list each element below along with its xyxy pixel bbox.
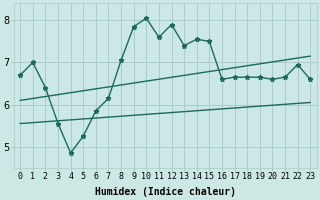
X-axis label: Humidex (Indice chaleur): Humidex (Indice chaleur) — [95, 186, 236, 197]
